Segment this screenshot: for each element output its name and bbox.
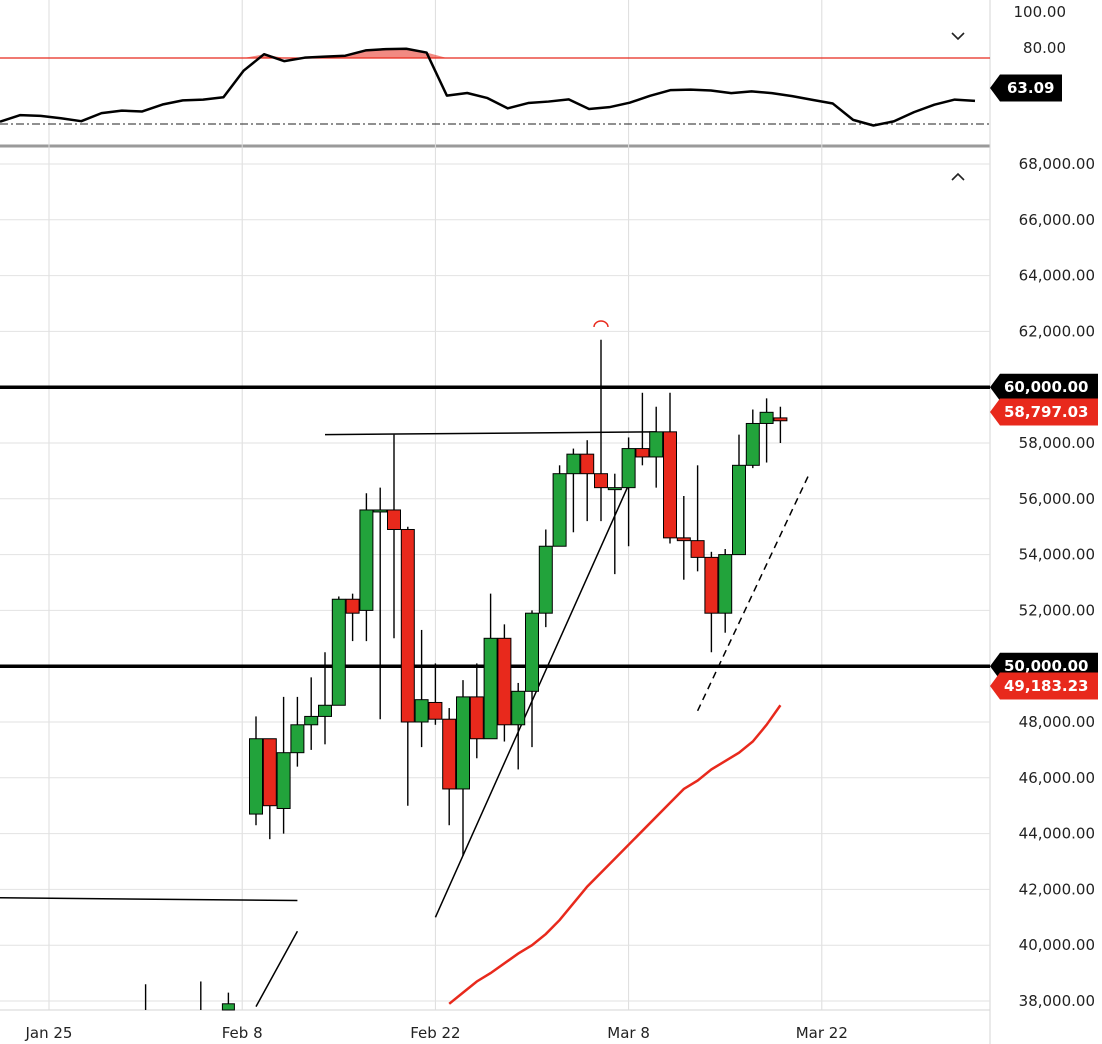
candle-body[interactable] xyxy=(262,738,277,807)
y-tick-label: 68,000.00 xyxy=(1019,155,1095,173)
last-price-tag: 58,797.03 xyxy=(990,398,1098,426)
candle-body[interactable] xyxy=(759,411,774,424)
candle-body[interactable] xyxy=(594,473,608,489)
trendline[interactable] xyxy=(255,930,299,1007)
y-tick-label: 58,000.00 xyxy=(1019,434,1095,452)
price-panel xyxy=(0,320,990,1011)
level-value-tag: 60,000.00 xyxy=(990,373,1098,401)
y-tick-label: 66,000.00 xyxy=(1019,211,1095,229)
y-tick-label: 40,000.00 xyxy=(1019,936,1095,954)
candle-body[interactable] xyxy=(621,448,636,489)
candle-body[interactable] xyxy=(745,422,760,466)
moving-average-line xyxy=(448,704,782,1005)
x-tick-label: Jan 25 xyxy=(25,1024,73,1042)
candle-body[interactable] xyxy=(649,431,664,458)
y-tick-label: 62,000.00 xyxy=(1019,322,1095,340)
candle-body[interactable] xyxy=(538,545,553,614)
candle-body[interactable] xyxy=(428,701,443,720)
candle-body[interactable] xyxy=(497,637,512,726)
candle-body[interactable] xyxy=(331,598,346,706)
candle-body[interactable] xyxy=(249,738,263,815)
candle-body[interactable] xyxy=(552,473,567,547)
candle-body[interactable] xyxy=(773,417,788,422)
candle-body[interactable] xyxy=(400,528,415,723)
y-tick-label: 44,000.00 xyxy=(1019,825,1095,843)
candle-body[interactable] xyxy=(290,724,305,754)
svg-text:63.09: 63.09 xyxy=(1007,79,1054,97)
svg-text:50,000.00: 50,000.00 xyxy=(1004,657,1088,675)
candle-body[interactable] xyxy=(718,554,733,614)
candle-body[interactable] xyxy=(483,637,498,740)
candle-body[interactable] xyxy=(456,696,470,790)
y-tick-label: 56,000.00 xyxy=(1019,490,1095,508)
candle-body[interactable] xyxy=(373,509,388,513)
expand-price-panel-button[interactable] xyxy=(945,166,971,188)
candle-body[interactable] xyxy=(580,453,595,475)
trendline[interactable] xyxy=(0,897,298,902)
indicator-value-tag: 63.09 xyxy=(990,74,1062,102)
svg-text:49,183.23: 49,183.23 xyxy=(1004,677,1088,695)
candle-body[interactable] xyxy=(469,696,484,740)
candle-body[interactable] xyxy=(635,448,650,458)
overbought-fill xyxy=(284,48,447,58)
candle-body[interactable] xyxy=(566,453,581,475)
candle-body[interactable] xyxy=(414,699,429,723)
indicator-y-tick-label: 100.00 xyxy=(1014,3,1067,21)
indicator-y-tick-label: 80.00 xyxy=(1023,39,1066,57)
svg-text:60,000.00: 60,000.00 xyxy=(1004,378,1088,396)
candle-body[interactable] xyxy=(690,540,705,558)
candle-body[interactable] xyxy=(442,718,457,790)
trendline[interactable] xyxy=(324,431,657,436)
price-tags: 63.09 60,000.00 50,000.00 58,797.03 49,183.2… xyxy=(990,74,1098,700)
x-tick-label: Mar 22 xyxy=(796,1024,848,1042)
y-tick-label: 64,000.00 xyxy=(1019,267,1095,285)
y-tick-label: 54,000.00 xyxy=(1019,546,1095,564)
high-marker-icon xyxy=(593,320,609,328)
candle-body[interactable] xyxy=(663,431,677,539)
x-tick-label: Feb 22 xyxy=(410,1024,460,1042)
candle-body[interactable] xyxy=(345,598,360,614)
panel-controls xyxy=(945,26,971,188)
candle-body[interactable] xyxy=(704,556,719,614)
candle-body[interactable] xyxy=(387,509,401,530)
svg-text:58,797.03: 58,797.03 xyxy=(1004,403,1088,421)
candle-body[interactable] xyxy=(359,509,374,611)
collapse-indicator-button[interactable] xyxy=(945,26,971,48)
candle-body[interactable] xyxy=(276,752,291,809)
candle-body[interactable] xyxy=(511,690,526,726)
y-tick-label: 46,000.00 xyxy=(1019,769,1095,787)
candle-body xyxy=(221,1003,235,1011)
candle-body[interactable] xyxy=(732,464,746,556)
candle-body[interactable] xyxy=(607,487,622,491)
x-tick-label: Feb 8 xyxy=(222,1024,263,1042)
moving-average-tag: 49,183.23 xyxy=(990,672,1098,700)
chevron-up-icon xyxy=(951,172,965,181)
chevron-down-icon xyxy=(951,32,965,41)
indicator-panel: 100.00 80.00 xyxy=(0,3,1067,127)
y-tick-label: 42,000.00 xyxy=(1019,880,1095,898)
y-tick-label: 38,000.00 xyxy=(1019,992,1095,1010)
candle-body[interactable] xyxy=(676,537,691,542)
indicator-line xyxy=(0,47,976,127)
candle-body[interactable] xyxy=(304,715,319,726)
x-tick-label: Mar 8 xyxy=(607,1024,650,1042)
candle-body[interactable] xyxy=(318,704,332,717)
y-tick-label: 48,000.00 xyxy=(1019,713,1095,731)
y-tick-label: 52,000.00 xyxy=(1019,601,1095,619)
candle-body[interactable] xyxy=(525,612,539,692)
